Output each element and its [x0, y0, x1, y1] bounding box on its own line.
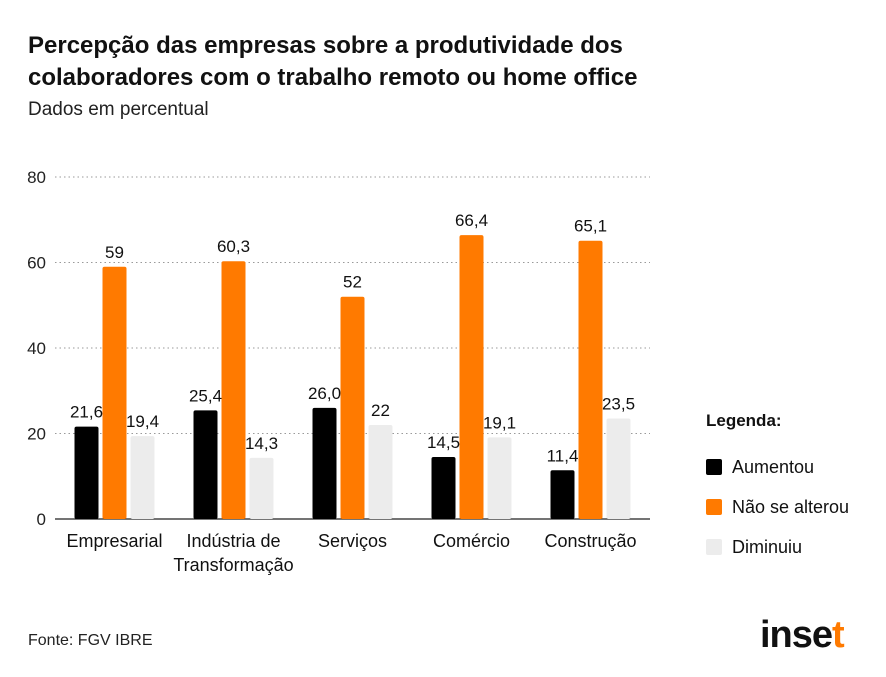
bar-chart: 0 20 40 60 80 21,6 59 19,4 Empresarial 25,4 60,3 14… [27, 168, 650, 575]
bar-diminuiu-empresarial [130, 436, 155, 519]
chart-subtitle: Dados em percentual [28, 99, 209, 120]
bar-aumentou-industria-de-transformacao [193, 410, 218, 519]
y-tick-label-0: 0 [37, 510, 46, 529]
brand-logo-accent: t [832, 614, 845, 656]
bar-nao-se-alterou-industria-de-transformacao [221, 261, 246, 519]
legend-swatch-nao-se-alterou [706, 499, 722, 515]
x-tick-label-servicos: Serviços [318, 531, 387, 551]
data-label-diminuiu-servicos: 22 [371, 401, 390, 420]
data-label-diminuiu-construcao: 23,5 [602, 395, 635, 414]
data-label-nao-se-alterou-industria-de-transformacao: 60,3 [217, 237, 250, 256]
data-label-nao-se-alterou-servicos: 52 [343, 273, 362, 292]
legend: Legenda: Aumentou Não se alterou Diminui… [706, 411, 849, 567]
bar-aumentou-comercio [431, 457, 456, 519]
bar-nao-se-alterou-empresarial [102, 266, 127, 519]
bar-diminuiu-construcao [606, 418, 631, 519]
data-label-aumentou-empresarial: 21,6 [70, 403, 103, 422]
chart-title: Percepção das empresas sobre a produtivi… [28, 32, 638, 91]
data-label-nao-se-alterou-construcao: 65,1 [574, 217, 607, 236]
legend-item-nao-se-alterou: Não se alterou [706, 487, 849, 527]
data-label-diminuiu-empresarial: 19,4 [126, 412, 159, 431]
y-tick-label-20: 20 [27, 425, 46, 444]
x-tick-label-comercio: Comércio [433, 531, 510, 551]
bar-nao-se-alterou-comercio [459, 235, 484, 519]
bar-diminuiu-servicos [368, 424, 393, 519]
data-label-nao-se-alterou-empresarial: 59 [105, 243, 124, 262]
legend-label-diminuiu: Diminuiu [732, 536, 803, 557]
x-tick-label-empresarial: Empresarial [66, 531, 162, 551]
legend-label-nao-se-alterou: Não se alterou [732, 496, 850, 517]
legend-label-aumentou: Aumentou [732, 456, 815, 477]
legend-title: Legenda: [706, 411, 782, 430]
data-label-aumentou-industria-de-transformacao: 25,4 [189, 386, 222, 405]
y-tick-label-80: 80 [27, 168, 46, 187]
legend-swatch-aumentou [706, 459, 722, 475]
x-tick-label-construcao: Construção [544, 531, 636, 551]
x-tick-label-industria-de-transformacao-line-1: Indústria de [186, 531, 280, 551]
bar-diminuiu-comercio [487, 437, 512, 519]
data-label-diminuiu-industria-de-transformacao: 14,3 [245, 434, 278, 453]
bar-aumentou-servicos [312, 407, 337, 519]
x-tick-label-industria-de-transformacao-line-2: Transformação [173, 555, 293, 575]
brand-logo-main: inse [760, 614, 833, 656]
legend-swatch-diminuiu [706, 539, 722, 555]
y-tick-label-60: 60 [27, 254, 46, 273]
bar-nao-se-alterou-construcao [578, 240, 603, 519]
legend-item-diminuiu: Diminuiu [706, 527, 849, 567]
legend-item-aumentou: Aumentou [706, 447, 849, 487]
data-label-aumentou-construcao: 11,4 [547, 446, 579, 465]
data-label-aumentou-comercio: 14,5 [427, 433, 460, 452]
data-label-nao-se-alterou-comercio: 66,4 [455, 211, 488, 230]
y-tick-label-40: 40 [27, 339, 46, 358]
bar-diminuiu-industria-de-transformacao [249, 457, 274, 519]
brand-logo: inset [760, 614, 845, 657]
bar-aumentou-construcao [550, 470, 575, 519]
bar-nao-se-alterou-servicos [340, 296, 365, 519]
bar-aumentou-empresarial [74, 426, 99, 519]
data-label-aumentou-servicos: 26,0 [308, 384, 341, 403]
data-label-diminuiu-comercio: 19,1 [483, 413, 516, 432]
source-note: Fonte: FGV IBRE [28, 632, 153, 649]
